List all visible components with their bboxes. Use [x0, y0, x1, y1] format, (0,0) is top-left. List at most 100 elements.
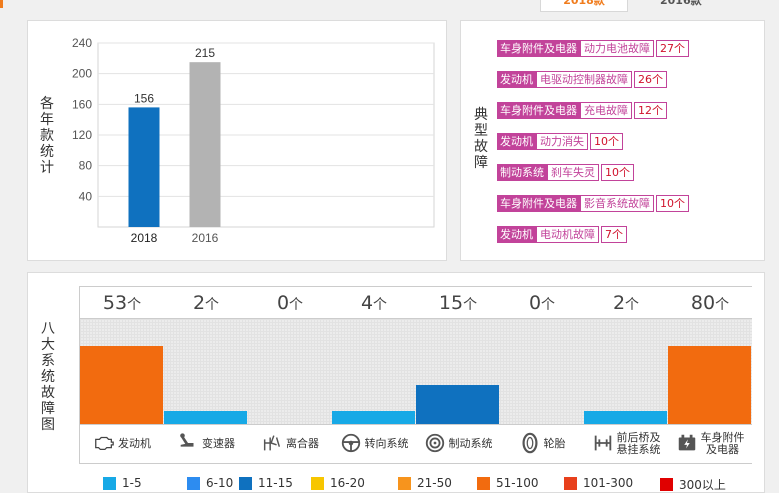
legend-item: 16-20 — [311, 476, 365, 490]
legend-swatch — [239, 476, 252, 490]
fault-item[interactable]: 发动机 电驱动控制器故障 26个 — [497, 70, 667, 88]
steering-wheel-icon — [340, 432, 362, 457]
system-label-text: 转向系统 — [364, 437, 409, 450]
suspension-icon — [592, 432, 614, 457]
legend-swatch — [103, 476, 116, 490]
y-tick-label: 120 — [72, 128, 92, 142]
system-column[interactable]: 53个 发动机 — [80, 286, 164, 464]
system-count-unit: 个 — [127, 297, 142, 313]
legend-label: 16-20 — [330, 476, 365, 490]
bar-value-label: 156 — [134, 91, 154, 105]
system-column[interactable]: 4个 转向系统 — [332, 286, 416, 464]
vertical-label-char: 计 — [40, 160, 54, 176]
legend-label: 51-100 — [496, 476, 539, 490]
legend-label: 6-10 — [206, 476, 234, 490]
system-count: 2个 — [164, 286, 248, 319]
fault-category: 发动机 — [497, 225, 536, 243]
typical-fault-panel: 典型故障 车身附件及电器 动力电池故障 27个 发动机 电驱动控制器故障 26个 车身附件及… — [460, 20, 765, 261]
system-label-text: 发动机 — [118, 437, 151, 450]
fault-item[interactable]: 发动机 动力消失 10个 — [497, 132, 623, 150]
brake-disc-icon — [424, 432, 446, 457]
legend-item: 1-5 — [103, 476, 142, 490]
legend-item: 21-50 — [398, 476, 452, 490]
system-bar-area — [248, 319, 332, 424]
system-label-line: 及电器 — [706, 443, 739, 456]
system-bar — [164, 411, 247, 424]
legend-label: 101-300 — [583, 476, 634, 490]
legend-label: 21-50 — [417, 476, 452, 490]
system-label-line: 悬挂系统 — [616, 443, 661, 456]
system-column[interactable]: 80个车身附件 及电器 — [668, 286, 752, 464]
y-tick-label: 200 — [72, 67, 92, 81]
vertical-label-char: 障 — [474, 155, 488, 171]
system-label-text: 离合器 — [286, 437, 319, 450]
system-label-text: 变速器 — [202, 437, 235, 450]
fault-item[interactable]: 发动机 电动机故障 7个 — [497, 225, 627, 243]
fault-item[interactable]: 车身附件及电器 影音系统故障 10个 — [497, 194, 689, 212]
system-bar-area — [500, 319, 584, 424]
top-strip: 2018款 2016款 — [0, 0, 779, 12]
system-count-unit: 个 — [289, 297, 304, 313]
vertical-label-char: 图 — [41, 417, 55, 433]
fault-category: 发动机 — [497, 132, 536, 150]
vertical-label-char: 八 — [41, 321, 55, 337]
legend-item: 6-10 — [187, 476, 233, 490]
vertical-label-char: 各 — [40, 96, 54, 112]
system-label-line: 车身附件 — [700, 431, 745, 444]
system-label: 发动机 — [80, 424, 164, 464]
system-column[interactable]: 2个前后桥及 悬挂系统 — [584, 286, 668, 464]
system-column[interactable]: 15个 制动系统 — [416, 286, 500, 464]
system-count: 2个 — [584, 286, 668, 319]
y-tick-label: 40 — [79, 189, 93, 203]
system-column[interactable]: 0个 轮胎 — [500, 286, 584, 464]
fault-name: 刹车失灵 — [547, 163, 599, 181]
system-bar-area — [332, 319, 416, 424]
system-count-unit: 个 — [463, 297, 478, 313]
clutch-icon — [261, 432, 283, 457]
fault-item[interactable]: 制动系统 刹车失灵 10个 — [497, 163, 634, 181]
fault-category: 车身附件及电器 — [497, 101, 580, 119]
tab-2016[interactable]: 2016款 — [660, 0, 702, 7]
legend-item: 300以上 — [660, 476, 726, 493]
engine-icon — [93, 432, 115, 457]
vertical-label-char: 统 — [40, 144, 54, 160]
system-column[interactable]: 2个变速器 — [164, 286, 248, 464]
legend-swatch — [311, 476, 324, 490]
fault-name: 电驱动控制器故障 — [536, 70, 632, 88]
legend-item: 51-100 — [477, 476, 539, 490]
x-tick-label: 2016 — [192, 231, 219, 245]
fault-name: 影音系统故障 — [580, 194, 654, 212]
system-bar-area — [416, 319, 500, 424]
system-label-text: 前后桥及 悬挂系统 — [617, 432, 661, 456]
fault-item[interactable]: 车身附件及电器 动力电池故障 27个 — [497, 39, 689, 57]
system-bar — [584, 411, 667, 424]
typical-fault-label: 典型故障 — [473, 107, 489, 171]
system-count: 80个 — [668, 286, 752, 319]
system-count: 0个 — [500, 286, 584, 319]
fault-count: 10个 — [601, 163, 634, 181]
vertical-label-char: 大 — [41, 337, 55, 353]
system-bar-area — [164, 319, 248, 424]
system-count-value: 2 — [612, 292, 626, 314]
systems-panel: 八大系统故障图 53个 发动机 2个 变速器 0个 离合器 4个 转向系统 15个 制动系统 0个轮… — [27, 272, 765, 493]
y-tick-label: 80 — [79, 159, 93, 173]
y-tick-label: 240 — [72, 36, 92, 50]
fault-item[interactable]: 车身附件及电器 充电故障 12个 — [497, 101, 667, 119]
fault-count: 26个 — [634, 70, 667, 88]
vertical-label-char: 故 — [41, 385, 55, 401]
tab-2018[interactable]: 2018款 — [540, 0, 628, 12]
year-stats-label: 各年款统计 — [39, 96, 55, 176]
bar-value-label: 215 — [195, 46, 215, 60]
system-column[interactable]: 0个离合器 — [248, 286, 332, 464]
system-count: 0个 — [248, 286, 332, 319]
system-bar — [332, 411, 415, 424]
fault-category: 制动系统 — [497, 163, 547, 181]
legend-label: 300以上 — [679, 478, 726, 492]
legend-label: 11-15 — [258, 476, 293, 490]
fault-name: 动力电池故障 — [580, 39, 654, 57]
fault-name: 动力消失 — [536, 132, 588, 150]
vertical-label-char: 型 — [474, 123, 488, 139]
system-count-value: 0 — [528, 292, 542, 314]
fault-count: 7个 — [601, 225, 627, 243]
